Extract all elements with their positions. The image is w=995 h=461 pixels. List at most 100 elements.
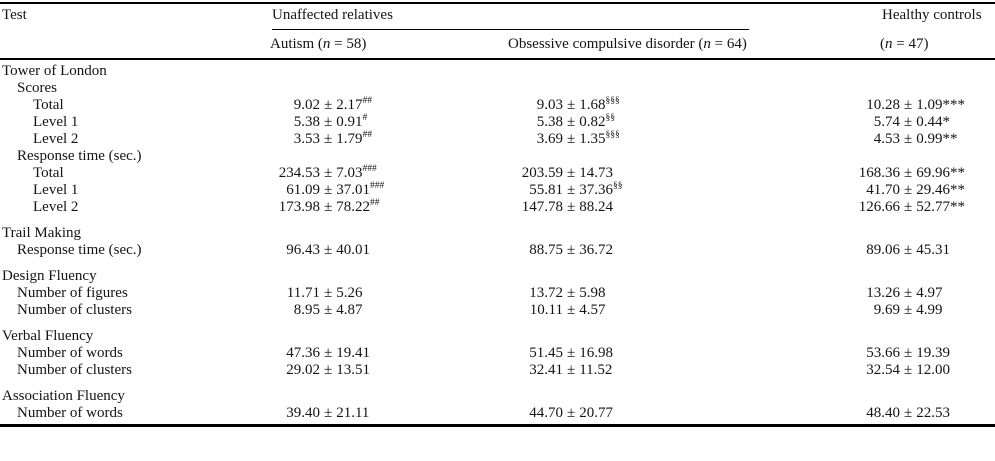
value-cell [848,148,995,165]
mean-value: 96.43 [286,242,320,258]
value-cell: 41.70 ±29.46** [848,182,995,199]
header-row-groups: Test Unaffected relatives Healthy contro… [0,0,995,30]
row-label: Level 1 [33,114,79,130]
section-spacer [0,216,995,225]
mean-value: 3.69 [536,131,563,147]
sd-value: 16.98 [579,345,613,361]
sd-value: 7.03### [336,164,377,181]
value-cell [848,328,995,345]
italic-n: n [703,36,711,52]
plus-minus-sign: ± [904,302,913,318]
value-cell: 4.53 ±0.99** [848,131,995,148]
mean-value: 89.06 [866,242,900,258]
mean-value: 41.70 [866,182,900,198]
mean-value: 126.66 [858,199,900,215]
column-group-label: Unaffected relatives [272,7,393,23]
table-row: Scores [0,80,995,97]
value-cell [848,268,995,285]
plus-minus-sign: ± [567,97,576,113]
column-header-test: Test [2,7,27,23]
table-row: Response time (sec.) 96.43 ±40.01 88.75 ±36.… [0,242,995,259]
mean-value: 29.02 [286,362,320,378]
sd-value: 69.96** [916,165,965,181]
row-label: Level 2 [33,131,79,147]
header-bottom-rule [0,58,995,60]
value-cell: 32.41 ±11.52 [508,362,848,379]
value-cell: 5.38 ±0.91# [262,113,508,131]
plus-minus-sign: ± [324,405,333,421]
value-cell [508,388,848,405]
value-cell: 47.36 ±19.41 [262,345,508,362]
mean-value: 173.98 [278,199,320,215]
sd-value: 0.44* [916,114,950,130]
table-row: Response time (sec.) [0,148,995,165]
plus-minus-sign: ± [567,345,576,361]
row-label: Design Fluency [2,268,97,284]
sd-value: 37.36§§ [579,181,623,198]
table-row: Tower of London [0,63,995,80]
sd-value: 5.98 [579,285,606,301]
significance-mark: §§§ [605,130,620,140]
value-cell: 55.81 ±37.36§§ [508,181,848,199]
table-top-rule [0,2,995,4]
mean-value: 9.02 [293,97,320,113]
plus-minus-sign: ± [567,302,576,318]
plus-minus-sign: ± [324,182,333,198]
value-cell: 44.70 ±20.77 [508,405,848,422]
sd-value: 88.24 [579,199,613,215]
plus-minus-sign: ± [324,97,333,113]
value-cell [508,80,848,97]
sd-value: 19.39 [916,345,950,361]
value-cell [262,328,508,345]
row-label: Level 2 [33,199,79,215]
table-row: Level 2 3.53 ±1.79## 3.69 ±1.35§§§ 4.53 ±0.99*… [0,130,995,148]
table-row: Association Fluency [0,388,995,405]
value-cell: 10.11 ±4.57 [508,302,848,319]
plus-minus-sign: ± [904,97,913,113]
section-spacer [0,319,995,328]
plus-minus-sign: ± [904,199,913,215]
value-cell: 9.69 ±4.99 [848,302,995,319]
value-cell: 168.36 ±69.96** [848,165,995,182]
table-row: Number of clusters 29.02 ±13.51 32.41 ±11.52… [0,362,995,379]
header-row-subgroups: Autism (n = 58) Obsessive compulsive dis… [0,30,995,53]
significance-mark: §§ [612,181,623,191]
significance-mark: ## [369,198,380,208]
table-row: Design Fluency [0,268,995,285]
value-cell: 3.69 ±1.35§§§ [508,130,848,148]
sd-value: 52.77** [916,199,965,215]
header-spacer-cell [0,36,270,53]
value-cell: 9.02 ±2.17## [262,96,508,114]
plus-minus-sign: ± [904,345,913,361]
italic-n: n [322,36,331,52]
plus-minus-sign: ± [567,165,576,181]
plus-minus-sign: ± [904,362,913,378]
row-label: Verbal Fluency [2,328,94,344]
value-cell [508,328,848,345]
plus-minus-sign: ± [567,131,576,147]
row-label: Number of clusters [17,302,132,318]
table-row: Number of words 39.40 ±21.11 44.70 ±20.77 48.… [0,405,995,422]
value-cell [848,63,995,80]
row-label: Association Fluency [2,388,125,404]
mean-value: 234.53 [278,165,320,181]
sd-value: 21.11 [336,405,370,421]
sd-value: 0.91# [336,113,368,130]
plus-minus-sign: ± [904,182,913,198]
plus-minus-sign: ± [904,114,913,130]
value-cell [508,225,848,242]
column-group-unaffected-relatives: Unaffected relatives [272,7,749,30]
plus-minus-sign: ± [567,199,576,215]
sd-value: 2.17## [336,96,372,113]
plus-minus-sign: ± [324,345,333,361]
sd-value: 40.01 [336,242,370,258]
mean-value: 203.59 [521,165,563,181]
plus-minus-sign: ± [904,165,913,181]
row-label: Scores [17,80,57,96]
plus-minus-sign: ± [567,182,576,198]
value-cell: 88.75 ±36.72 [508,242,848,259]
value-cell: 8.95 ±4.87 [262,302,508,319]
sd-value: 1.35§§§ [579,130,620,147]
table-row: Level 1 5.38 ±0.91# 5.38 ±0.82§§ 5.74 ±0.44* [0,113,995,131]
